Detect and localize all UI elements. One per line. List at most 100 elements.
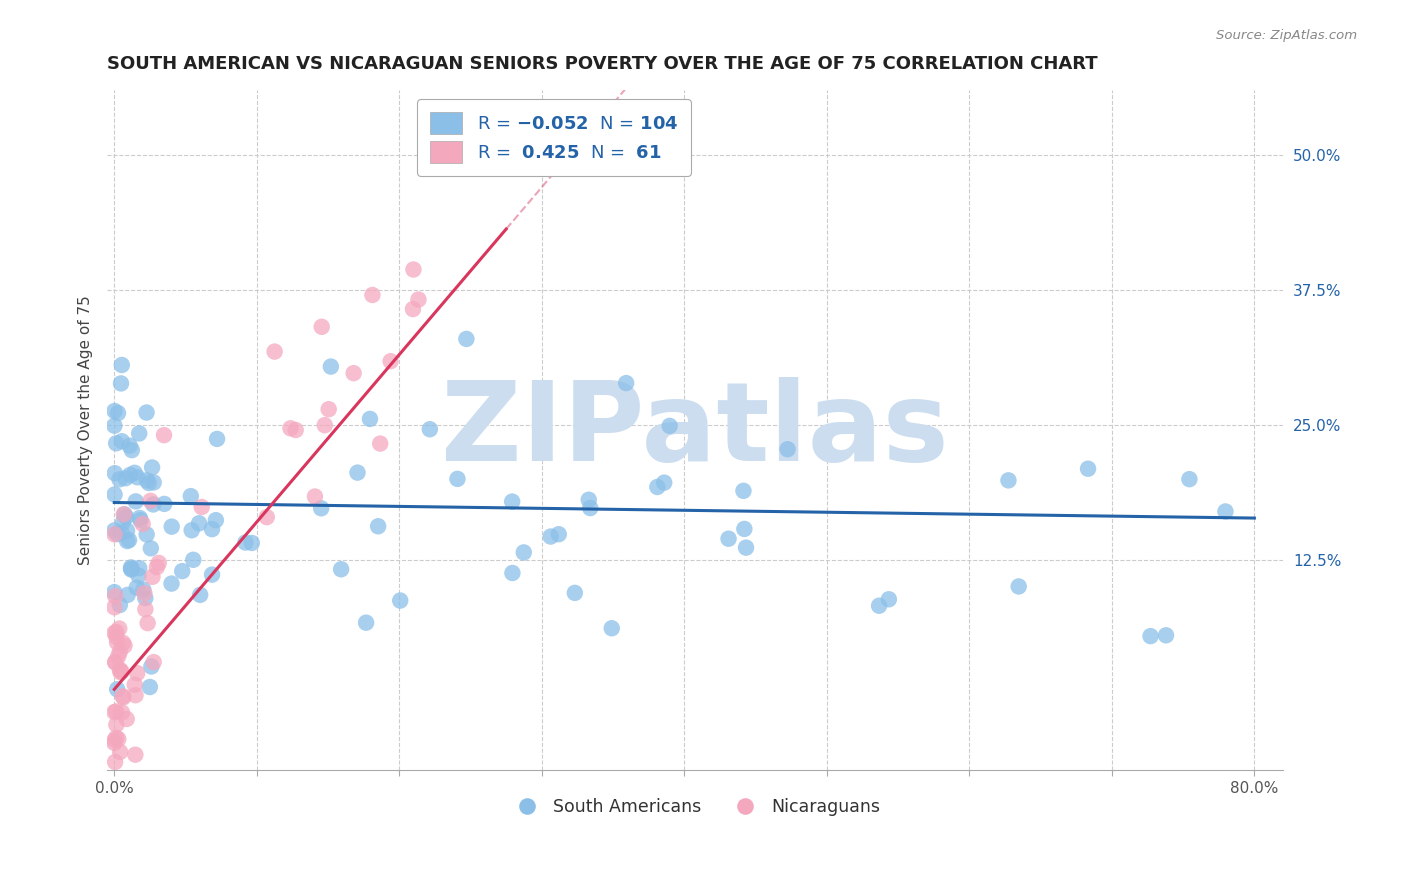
Point: [319, 359, 342, 374]
Y-axis label: Seniors Poverty Over the Age of 75: Seniors Poverty Over the Age of 75: [79, 295, 93, 565]
Point: [105, 630, 128, 644]
Point: [105, 682, 128, 697]
Point: [127, 568, 149, 582]
Point: [112, 515, 135, 529]
Point: [115, 510, 138, 524]
Point: [105, 731, 128, 745]
Point: [127, 470, 149, 484]
Point: [124, 466, 146, 480]
Point: [103, 585, 125, 599]
Point: [717, 532, 740, 546]
Point: [135, 527, 157, 541]
Point: [776, 442, 799, 457]
Point: [121, 443, 143, 458]
Point: [877, 592, 900, 607]
Point: [180, 489, 202, 503]
Point: [134, 591, 156, 605]
Point: [135, 405, 157, 419]
Point: [111, 706, 134, 720]
Point: [309, 501, 332, 516]
Point: [103, 418, 125, 433]
Point: [108, 472, 131, 486]
Point: [117, 588, 139, 602]
Point: [284, 423, 307, 437]
Point: [380, 354, 402, 368]
Point: [115, 524, 138, 538]
Point: [367, 519, 389, 533]
Point: [114, 508, 136, 522]
Point: [111, 636, 134, 650]
Legend: South Americans, Nicaraguans: South Americans, Nicaraguans: [503, 791, 887, 823]
Point: [104, 589, 127, 603]
Point: [120, 562, 142, 576]
Point: [579, 501, 602, 516]
Point: [112, 508, 135, 522]
Point: [658, 418, 681, 433]
Point: [139, 541, 162, 556]
Point: [446, 472, 468, 486]
Point: [201, 522, 224, 536]
Point: [108, 663, 131, 677]
Point: [235, 535, 257, 549]
Point: [103, 733, 125, 747]
Point: [181, 553, 204, 567]
Point: [205, 513, 228, 527]
Point: [614, 376, 637, 390]
Point: [997, 474, 1019, 488]
Point: [107, 406, 129, 420]
Point: [132, 582, 155, 597]
Point: [124, 747, 146, 762]
Point: [141, 460, 163, 475]
Point: [118, 467, 141, 482]
Point: [188, 516, 211, 531]
Point: [256, 510, 278, 524]
Point: [124, 678, 146, 692]
Point: [118, 439, 141, 453]
Point: [513, 545, 536, 559]
Point: [103, 736, 125, 750]
Point: [205, 432, 228, 446]
Point: [600, 621, 623, 635]
Point: [107, 732, 129, 747]
Point: [1008, 579, 1031, 593]
Point: [361, 288, 384, 302]
Point: [138, 475, 160, 490]
Point: [146, 560, 169, 574]
Point: [125, 581, 148, 595]
Point: [129, 513, 152, 527]
Point: [318, 402, 340, 417]
Point: [733, 522, 755, 536]
Point: [120, 560, 142, 574]
Point: [540, 530, 562, 544]
Point: [111, 434, 134, 449]
Point: [110, 525, 132, 540]
Point: [108, 622, 131, 636]
Point: [547, 527, 569, 541]
Point: [735, 541, 758, 555]
Point: [134, 602, 156, 616]
Point: [108, 598, 131, 612]
Point: [108, 645, 131, 659]
Point: [153, 428, 176, 442]
Point: [419, 422, 441, 436]
Point: [139, 494, 162, 508]
Point: [114, 639, 136, 653]
Point: [110, 665, 132, 680]
Point: [180, 523, 202, 537]
Point: [128, 511, 150, 525]
Point: [104, 655, 127, 669]
Point: [733, 483, 755, 498]
Point: [108, 745, 131, 759]
Point: [115, 534, 138, 549]
Point: [110, 665, 132, 679]
Point: [111, 358, 134, 372]
Point: [103, 600, 125, 615]
Point: [141, 570, 163, 584]
Point: [501, 494, 523, 508]
Point: [142, 498, 165, 512]
Point: [110, 376, 132, 391]
Point: [359, 412, 381, 426]
Point: [104, 655, 127, 669]
Point: [201, 567, 224, 582]
Point: [402, 301, 425, 316]
